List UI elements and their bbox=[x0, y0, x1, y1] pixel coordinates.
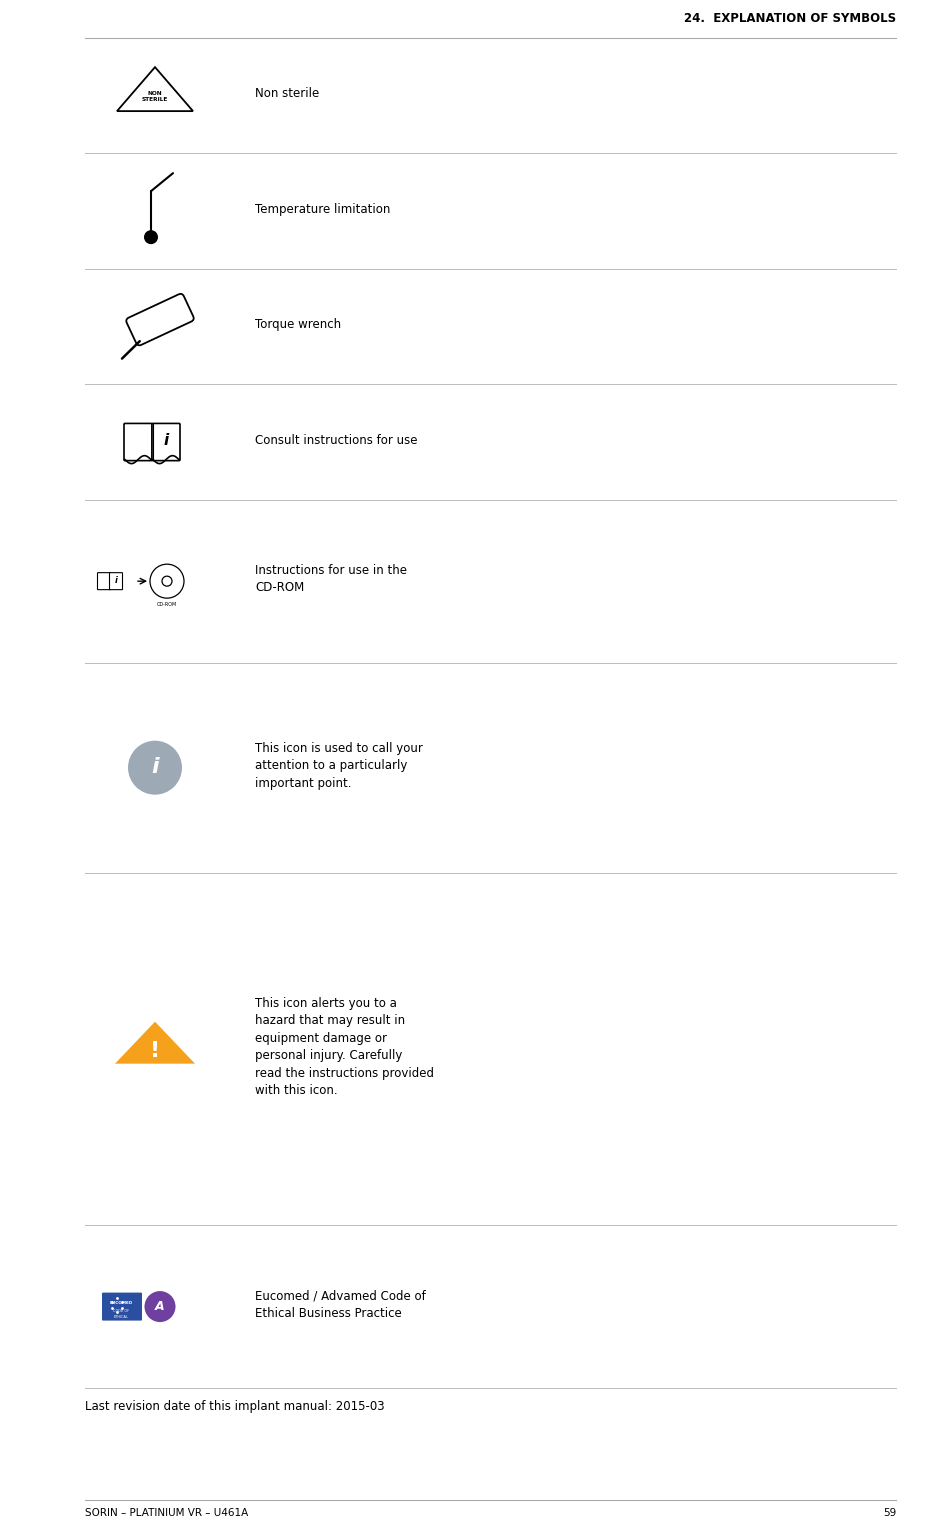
Circle shape bbox=[144, 230, 158, 244]
Polygon shape bbox=[115, 1021, 195, 1064]
FancyBboxPatch shape bbox=[109, 573, 122, 590]
Text: 24.  EXPLANATION OF SYMBOLS: 24. EXPLANATION OF SYMBOLS bbox=[684, 12, 896, 25]
Text: CODE OF: CODE OF bbox=[114, 1309, 130, 1312]
Text: A: A bbox=[155, 1300, 165, 1312]
Text: SORIN – PLATINIUM VR – U461A: SORIN – PLATINIUM VR – U461A bbox=[85, 1508, 248, 1518]
Text: 59: 59 bbox=[883, 1508, 896, 1518]
Text: CD-ROM: CD-ROM bbox=[157, 602, 177, 607]
FancyBboxPatch shape bbox=[126, 294, 194, 345]
Text: This icon is used to call your
attention to a particularly
important point.: This icon is used to call your attention… bbox=[255, 742, 423, 789]
Text: This icon alerts you to a
hazard that may result in
equipment damage or
personal: This icon alerts you to a hazard that ma… bbox=[255, 996, 434, 1098]
Text: Temperature limitation: Temperature limitation bbox=[255, 202, 391, 216]
Circle shape bbox=[150, 564, 184, 598]
Text: Consult instructions for use: Consult instructions for use bbox=[255, 434, 418, 446]
Text: Eucomed / Advamed Code of
Ethical Business Practice: Eucomed / Advamed Code of Ethical Busine… bbox=[255, 1289, 425, 1320]
Text: ETHICAL: ETHICAL bbox=[114, 1315, 129, 1318]
Circle shape bbox=[162, 576, 172, 586]
FancyBboxPatch shape bbox=[102, 1292, 142, 1320]
Ellipse shape bbox=[128, 740, 182, 794]
Text: EUCOMED: EUCOMED bbox=[110, 1300, 133, 1305]
Text: Instructions for use in the
CD-ROM: Instructions for use in the CD-ROM bbox=[255, 564, 407, 595]
Text: Torque wrench: Torque wrench bbox=[255, 317, 342, 331]
Circle shape bbox=[145, 1291, 176, 1321]
Text: Last revision date of this implant manual: 2015-03: Last revision date of this implant manua… bbox=[85, 1400, 385, 1413]
Text: i: i bbox=[164, 432, 168, 448]
Text: Non sterile: Non sterile bbox=[255, 87, 319, 100]
Text: i: i bbox=[152, 757, 159, 777]
Text: i: i bbox=[115, 576, 118, 586]
FancyBboxPatch shape bbox=[98, 573, 110, 590]
Text: NON
STERILE: NON STERILE bbox=[142, 92, 168, 101]
Text: !: ! bbox=[150, 1041, 160, 1061]
FancyBboxPatch shape bbox=[152, 423, 180, 460]
FancyBboxPatch shape bbox=[124, 423, 152, 460]
